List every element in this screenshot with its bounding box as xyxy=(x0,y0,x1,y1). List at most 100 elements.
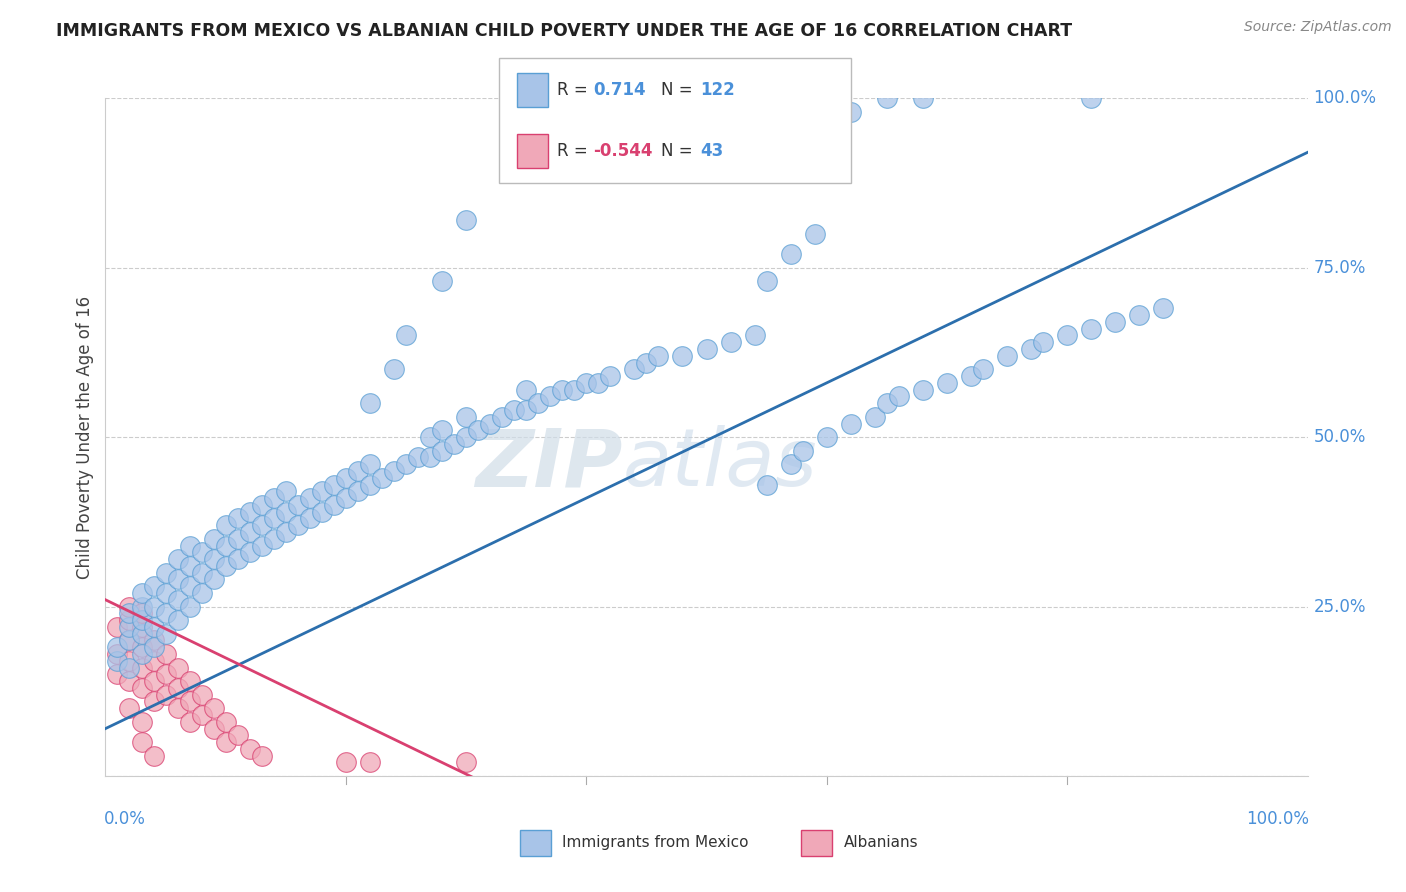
Point xyxy=(335,491,357,505)
Point xyxy=(876,91,898,105)
Text: Immigrants from Mexico: Immigrants from Mexico xyxy=(562,836,749,850)
Point xyxy=(1056,328,1078,343)
Point xyxy=(214,518,236,533)
Point xyxy=(118,613,141,627)
Text: 50.0%: 50.0% xyxy=(1313,428,1367,446)
Point xyxy=(190,708,212,723)
Point xyxy=(118,660,141,674)
Point xyxy=(131,613,153,627)
Point xyxy=(527,396,550,410)
Text: 0.714: 0.714 xyxy=(593,81,645,99)
Point xyxy=(647,349,669,363)
Point xyxy=(359,396,381,410)
Point xyxy=(179,539,201,553)
Point xyxy=(131,647,153,661)
Point xyxy=(430,274,453,288)
Point xyxy=(214,735,236,749)
Point xyxy=(131,660,153,674)
Point xyxy=(166,701,188,715)
Point xyxy=(118,620,141,634)
Point xyxy=(118,654,141,668)
Point xyxy=(214,714,236,729)
Point xyxy=(335,471,357,485)
Text: atlas: atlas xyxy=(623,425,817,503)
Point xyxy=(454,213,477,227)
Point xyxy=(179,599,201,614)
Point xyxy=(202,701,225,715)
Point xyxy=(155,667,177,681)
Point xyxy=(142,599,165,614)
Point xyxy=(202,573,225,587)
Point xyxy=(395,457,418,471)
Point xyxy=(179,558,201,573)
Text: -0.544: -0.544 xyxy=(593,142,652,160)
Point xyxy=(815,118,838,132)
Text: R =: R = xyxy=(557,142,593,160)
Point xyxy=(382,362,405,376)
Text: Albanians: Albanians xyxy=(844,836,918,850)
Point xyxy=(972,362,994,376)
Point xyxy=(190,566,212,580)
Point xyxy=(239,742,262,756)
Point xyxy=(335,756,357,770)
Point xyxy=(863,409,886,424)
Point xyxy=(1152,301,1174,316)
Point xyxy=(190,688,212,702)
Point xyxy=(503,403,526,417)
Point xyxy=(1032,335,1054,350)
Point xyxy=(202,722,225,736)
Point xyxy=(226,552,249,566)
Point xyxy=(166,613,188,627)
Point xyxy=(479,417,502,431)
Point xyxy=(131,599,153,614)
Point xyxy=(575,376,598,390)
Point xyxy=(1128,308,1150,322)
Point xyxy=(142,633,165,648)
Point xyxy=(179,694,201,708)
Point xyxy=(960,369,983,384)
Point xyxy=(887,389,910,403)
Point xyxy=(347,484,370,499)
Point xyxy=(491,409,513,424)
Point xyxy=(250,518,273,533)
Point xyxy=(803,227,825,241)
Point xyxy=(696,342,718,356)
Point xyxy=(287,498,309,512)
Point xyxy=(202,532,225,546)
Point xyxy=(792,443,814,458)
Text: ZIP: ZIP xyxy=(475,425,623,503)
Text: 100.0%: 100.0% xyxy=(1246,810,1309,828)
Text: 25.0%: 25.0% xyxy=(1313,598,1367,615)
Point xyxy=(538,389,561,403)
Text: Source: ZipAtlas.com: Source: ZipAtlas.com xyxy=(1244,20,1392,34)
Point xyxy=(250,539,273,553)
Point xyxy=(515,383,537,397)
Point xyxy=(443,437,465,451)
Text: N =: N = xyxy=(661,81,697,99)
Point xyxy=(274,505,297,519)
Text: R =: R = xyxy=(557,81,593,99)
Point xyxy=(430,443,453,458)
Point xyxy=(190,545,212,559)
Point xyxy=(190,586,212,600)
Point xyxy=(250,498,273,512)
Point xyxy=(1080,91,1102,105)
Point xyxy=(166,573,188,587)
Point xyxy=(406,450,429,465)
Point xyxy=(118,607,141,621)
Point xyxy=(155,566,177,580)
Point xyxy=(142,748,165,763)
Point xyxy=(131,714,153,729)
Point xyxy=(179,579,201,593)
Point xyxy=(166,552,188,566)
Point xyxy=(107,654,129,668)
Point xyxy=(755,477,778,491)
Point xyxy=(623,362,645,376)
Text: IMMIGRANTS FROM MEXICO VS ALBANIAN CHILD POVERTY UNDER THE AGE OF 16 CORRELATION: IMMIGRANTS FROM MEXICO VS ALBANIAN CHILD… xyxy=(56,22,1073,40)
Point xyxy=(263,511,285,525)
Point xyxy=(599,369,621,384)
Point xyxy=(995,349,1018,363)
Point xyxy=(131,586,153,600)
Point xyxy=(671,349,693,363)
Point xyxy=(226,532,249,546)
